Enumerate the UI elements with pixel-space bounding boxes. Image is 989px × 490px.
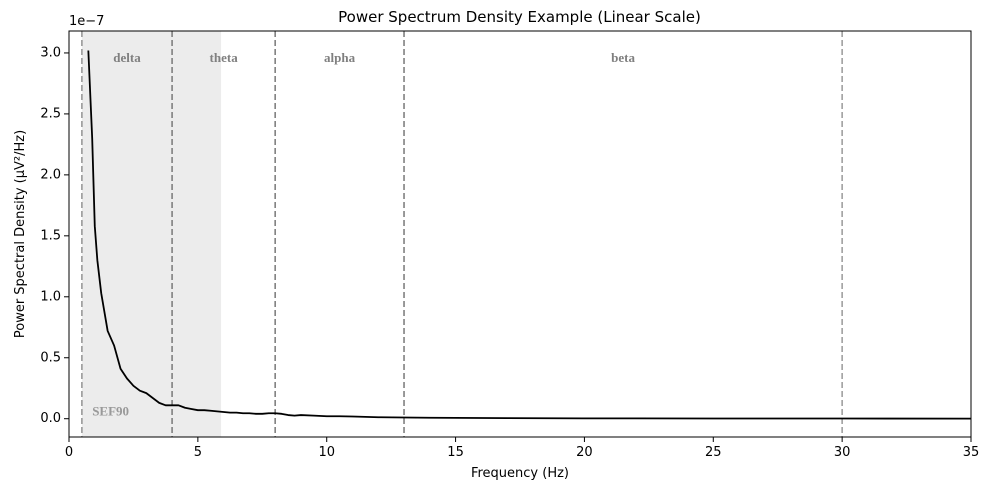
y-scale-offset-label: 1e−7 (69, 14, 104, 29)
y-tick-label: 0.0 (40, 411, 61, 426)
x-tick-label: 25 (705, 445, 722, 460)
plot-frame (68, 30, 972, 438)
band-label-delta: delta (113, 50, 141, 65)
y-axis-label: Power Spectral Density (μV²/Hz) (13, 130, 28, 338)
x-tick-label: 30 (834, 445, 851, 460)
y-tick-label: 0.5 (40, 350, 61, 365)
y-tick-label: 1.0 (40, 289, 61, 304)
y-tick-label: 1.5 (40, 228, 61, 243)
sef90-shaded-region (81, 31, 222, 437)
x-tick-label: 10 (318, 445, 335, 460)
band-label-alpha: alpha (324, 50, 356, 65)
x-axis-label: Frequency (Hz) (471, 466, 569, 481)
band-label-beta: beta (611, 50, 635, 65)
band-label-theta: theta (210, 50, 239, 65)
plot-area: delta theta alpha beta SEF90 0 5 10 15 20 25 30 35 0.… (40, 30, 980, 460)
x-tick-label: 35 (963, 445, 980, 460)
chart-title: Power Spectrum Density Example (Linear S… (338, 8, 701, 26)
y-tick-label: 2.0 (40, 167, 61, 182)
x-tick-label: 20 (576, 445, 593, 460)
psd-series-line-0 (87, 50, 972, 420)
sef90-label: SEF90 (92, 404, 129, 419)
x-tick-label: 15 (447, 445, 464, 460)
x-tick-label: 0 (65, 445, 73, 460)
y-tick-label: 2.5 (40, 106, 61, 121)
x-tick-label: 5 (194, 445, 202, 460)
y-tick-label: 3.0 (40, 45, 61, 60)
